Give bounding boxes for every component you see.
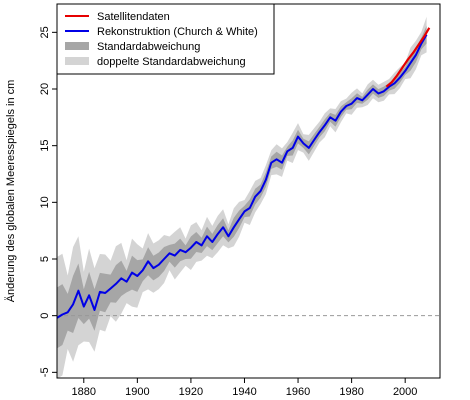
x-tick-label: 1900 <box>125 386 149 398</box>
legend-box <box>56 3 275 75</box>
y-tick-label: 25 <box>39 26 51 38</box>
x-tick-label: 1880 <box>72 386 96 398</box>
y-tick-label: 15 <box>39 140 51 152</box>
y-tick-label: 10 <box>39 196 51 208</box>
legend-label-sat: Satellitendaten <box>97 11 170 23</box>
legend-label-sd1: Standardabweichung <box>97 41 200 53</box>
legend-swatch-sd1 <box>65 42 89 50</box>
legend-label-rec: Rekonstruktion (Church & White) <box>97 26 258 38</box>
satellite-line <box>385 27 431 88</box>
x-tick-label: 2000 <box>393 386 417 398</box>
x-tick-label: 1980 <box>339 386 363 398</box>
y-tick-label: 0 <box>39 313 51 319</box>
y-tick-label: -5 <box>39 367 51 377</box>
y-axis-label: Änderung des globalen Meeresspiegels in … <box>5 80 17 303</box>
uncertainty-bands <box>57 16 427 379</box>
std-band <box>57 25 427 349</box>
reconstruction-line <box>56 34 428 319</box>
x-tick-label: 1920 <box>179 386 203 398</box>
legend: Satellitendaten Rekonstruktion (Church & … <box>56 3 275 75</box>
x-tick-label: 1960 <box>286 386 310 398</box>
y-tick-label: 20 <box>39 83 51 95</box>
x-tick-label: 1940 <box>232 386 256 398</box>
double-std-band <box>57 16 427 379</box>
data-lines <box>56 27 431 319</box>
legend-swatch-sd2 <box>65 57 89 65</box>
axes: 1880 1900 1920 1940 1960 1980 2000 -5 0 5 10 15 20 25 <box>39 3 441 398</box>
y-tick-label: 5 <box>39 256 51 262</box>
legend-label-sd2: doppelte Standardabweichung <box>97 56 246 68</box>
